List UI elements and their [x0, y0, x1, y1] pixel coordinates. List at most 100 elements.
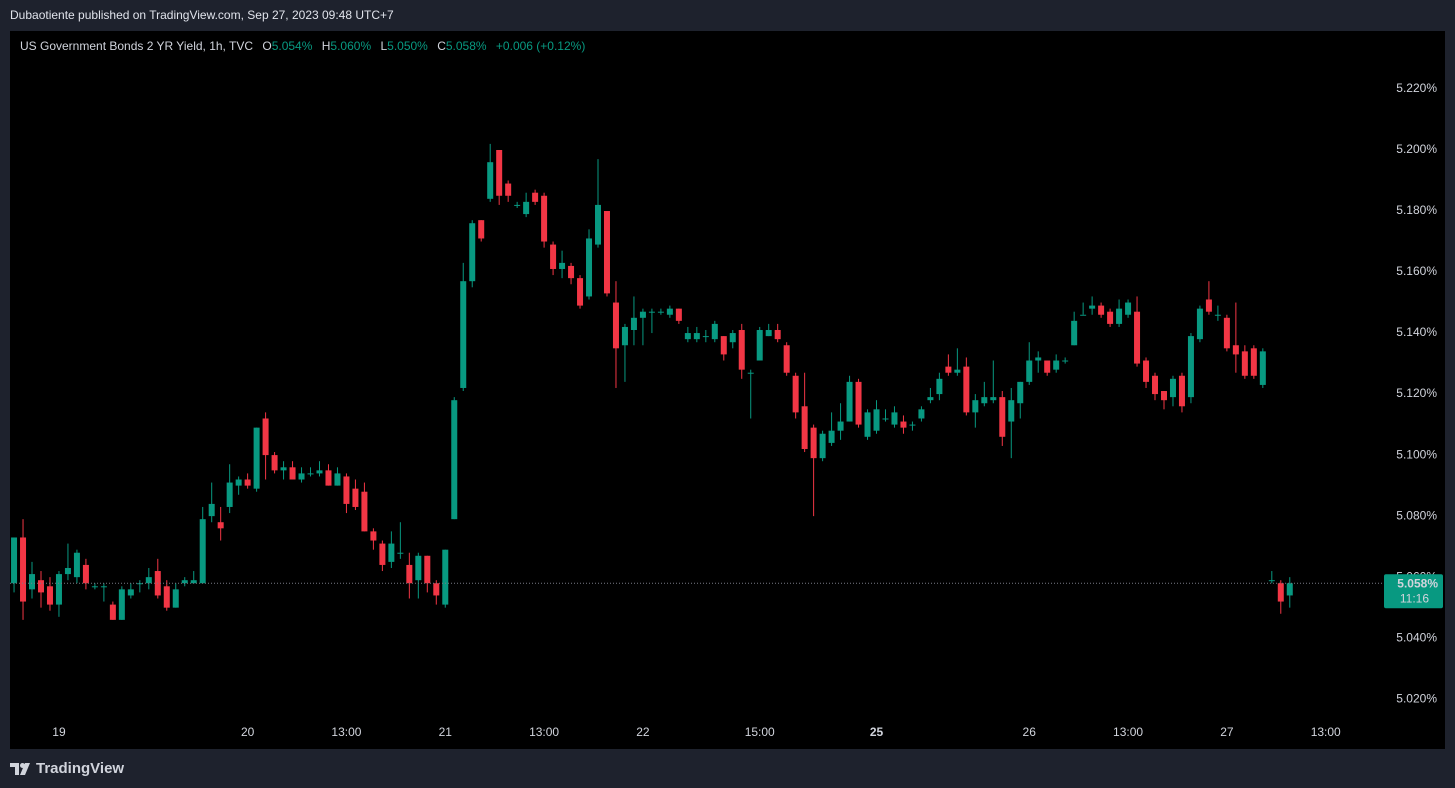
candle-body	[945, 366, 952, 373]
x-tick-label: 26	[1023, 725, 1037, 739]
candle-body	[1178, 375, 1185, 407]
last-price-tag	[1384, 574, 1443, 609]
candle-body	[693, 333, 700, 340]
candle-body	[442, 549, 449, 605]
candle-body	[586, 238, 593, 297]
candle-body	[1080, 314, 1087, 316]
y-tick-label: 5.140%	[1396, 325, 1437, 339]
candle-body	[603, 211, 610, 294]
legend-value: 5.060%	[330, 39, 371, 53]
symbol-title: US Government Bonds 2 YR Yield, 1h, TVC	[20, 39, 253, 53]
candle-body	[145, 577, 152, 584]
candle-body	[657, 311, 664, 313]
candle-body	[792, 375, 799, 413]
candle-body	[774, 330, 781, 340]
candle-body	[370, 531, 377, 541]
candle-body	[1259, 351, 1266, 385]
candle-body	[621, 326, 628, 346]
candle-body	[460, 281, 467, 388]
candle-body	[1277, 583, 1284, 602]
candle-body	[64, 567, 71, 575]
x-tick-label: 22	[636, 725, 650, 739]
candle-body	[244, 479, 251, 486]
y-tick-label: 5.160%	[1396, 264, 1437, 278]
candle-body	[1152, 375, 1159, 395]
x-tick-label: 13:00	[1311, 725, 1341, 739]
candle-body	[334, 473, 341, 486]
legend-value: 5.058%	[446, 39, 487, 53]
x-tick-label: 13:00	[1113, 725, 1143, 739]
candle-body	[1062, 360, 1069, 362]
candle-body	[271, 455, 278, 471]
candle-body	[954, 369, 961, 373]
x-tick-label: 19	[52, 725, 66, 739]
candle-body	[1241, 351, 1248, 376]
candle-body	[747, 372, 754, 374]
candle-body	[1232, 345, 1239, 355]
candle-body	[226, 482, 233, 507]
y-tick-label: 5.220%	[1396, 81, 1437, 95]
x-tick-label: 20	[241, 725, 255, 739]
candle-body	[972, 400, 979, 413]
candle-body	[172, 589, 179, 608]
candle-body	[433, 583, 440, 596]
candle-body	[837, 421, 844, 431]
candle-body	[361, 491, 368, 532]
candle-body	[325, 470, 332, 486]
candle-body	[765, 330, 772, 337]
brand-name: TradingView	[36, 760, 124, 777]
candle-body	[262, 418, 269, 456]
candle-body	[352, 488, 359, 507]
candle-body	[873, 409, 880, 431]
candle-body	[684, 333, 691, 340]
bar-countdown: 11:16	[1400, 591, 1429, 605]
candle-body	[190, 580, 197, 584]
candle-body	[307, 473, 314, 475]
publisher-line: Dubaotiente published on TradingView.com…	[10, 8, 394, 22]
candle-body	[1008, 400, 1015, 422]
candle-body	[550, 244, 557, 269]
candle-body	[496, 149, 503, 196]
candle-body	[729, 333, 736, 343]
candle-body	[1035, 357, 1042, 361]
candle-body	[1116, 308, 1123, 324]
candle-body	[523, 201, 530, 215]
candle-body	[990, 397, 997, 401]
candle-body	[630, 317, 637, 331]
candle-body	[424, 555, 431, 584]
x-tick-label: 13:00	[331, 725, 361, 739]
candle-body	[11, 537, 18, 584]
candle-body	[577, 278, 584, 306]
candle-body	[1223, 317, 1230, 349]
candle-body	[1143, 360, 1150, 382]
candle-body	[298, 473, 305, 480]
y-tick-label: 5.020%	[1396, 691, 1437, 705]
candle-body	[720, 336, 727, 355]
last-price-label: 5.058%	[1397, 576, 1438, 590]
candle-body	[469, 223, 476, 282]
candle-body	[1071, 320, 1078, 346]
candle-body	[1205, 299, 1212, 312]
y-tick-label: 5.100%	[1396, 447, 1437, 461]
candle-body	[675, 308, 682, 321]
candle-body	[639, 311, 646, 318]
candle-body	[82, 564, 89, 584]
legend-key: L	[380, 39, 387, 53]
candle-body	[819, 433, 826, 459]
candle-body	[451, 400, 458, 520]
candle-body	[568, 265, 575, 279]
candle-body	[343, 476, 350, 504]
candle-body	[846, 381, 853, 422]
candle-body	[127, 589, 134, 596]
candle-body	[666, 308, 673, 315]
candle-body	[828, 430, 835, 443]
candle-body	[235, 479, 242, 486]
y-tick-label: 5.180%	[1396, 203, 1437, 217]
candle-body	[1044, 360, 1051, 373]
y-tick-label: 5.200%	[1396, 142, 1437, 156]
x-tick-label: 15:00	[745, 725, 775, 739]
candle-body	[801, 406, 808, 449]
x-tick-label: 25	[870, 725, 884, 739]
candle-body	[1134, 311, 1141, 364]
